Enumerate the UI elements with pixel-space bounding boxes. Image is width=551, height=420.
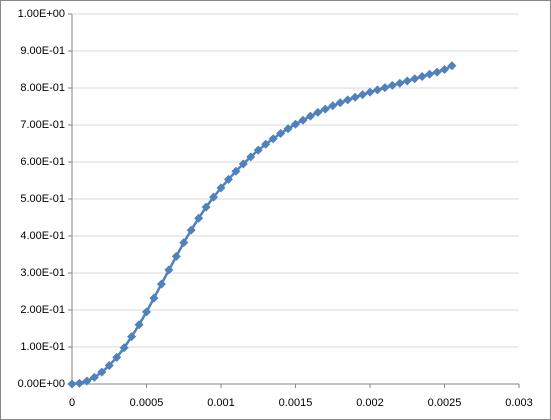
data-point [432,67,442,77]
data-point [231,166,241,176]
data-point [283,124,293,134]
data-point [440,65,449,74]
data-point [320,104,330,114]
data-line [71,64,453,386]
data-point [380,83,390,93]
data-point [164,265,174,275]
data-point [298,115,308,125]
data-point [127,332,137,342]
data-point [372,85,382,95]
x-tick-label: 0.001 [207,397,235,409]
x-tick-label: 0.002 [356,397,384,409]
data-point [328,101,338,111]
y-tick-label: 8.00E-01 [20,82,65,94]
data-point [335,98,345,108]
data-point [365,87,375,97]
data-point [313,107,323,117]
data-point [268,134,278,144]
y-tick-label: 2.00E-01 [20,304,65,316]
x-tick-label: 0 [69,397,75,409]
data-point [358,90,368,100]
data-point [395,78,405,88]
data-point [350,92,360,102]
data-point [417,72,427,82]
data-point [134,320,144,330]
data-point [156,279,166,289]
data-point [238,159,248,169]
y-tick-label: 6.00E-01 [20,156,65,168]
data-point [67,379,77,389]
y-tick-label: 3.00E-01 [20,267,65,279]
data-point [97,367,107,377]
data-point [425,69,435,79]
data-point [276,129,286,139]
y-tick-label: 5.00E-01 [20,193,65,205]
data-point [104,361,114,370]
data-point [74,378,84,388]
data-point [410,74,420,84]
data-point [149,293,159,303]
data-point [119,343,129,353]
data-point [171,251,181,261]
y-tick-label: 1.00E+00 [18,8,65,20]
x-tick-label: 0.003 [505,397,533,409]
y-tick-label: 1.00E-01 [20,341,65,353]
x-tick-label: 0.0015 [279,397,313,409]
data-point [246,152,256,162]
data-point [201,202,211,212]
y-tick-label: 7.00E-01 [20,119,65,131]
data-point [216,183,226,193]
x-tick-label: 0.0005 [130,397,164,409]
y-tick-label: 4.00E-01 [20,230,65,242]
data-point [142,307,151,317]
data-point [186,225,196,235]
data-point [305,111,315,121]
data-point [179,238,189,248]
data-point [209,192,219,202]
x-tick-label: 0.0025 [428,397,462,409]
data-point [447,61,457,71]
data-point [402,76,412,86]
data-point [89,372,99,382]
data-point [82,376,92,386]
data-point [253,145,263,155]
data-point [223,174,233,184]
data-point [343,95,353,105]
data-point [291,119,300,129]
data-point [112,352,122,362]
data-point [194,213,204,223]
y-tick-label: 9.00E-01 [20,45,65,57]
data-point [261,139,271,149]
y-tick-label: 0.00E+00 [18,378,65,390]
data-point [387,80,397,90]
